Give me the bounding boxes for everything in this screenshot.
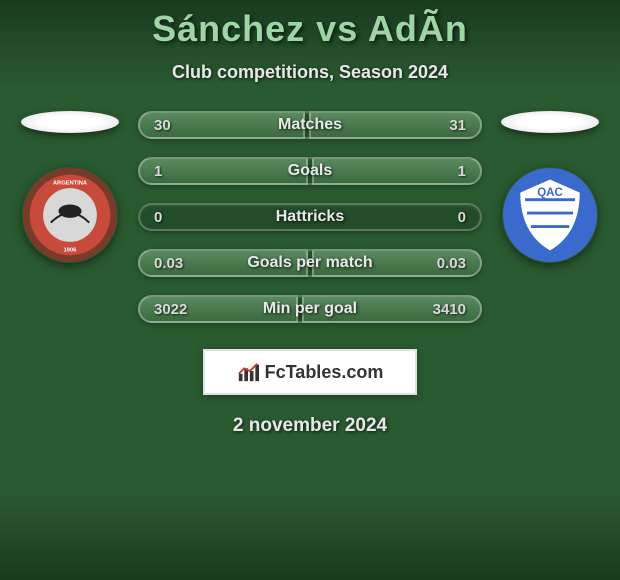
comparison-date: 2 november 2024 xyxy=(233,415,387,437)
stat-name: Goals xyxy=(140,162,480,180)
subtitle: Club competitions, Season 2024 xyxy=(172,62,448,83)
svg-text:ARGENTINA: ARGENTINA xyxy=(53,180,87,186)
comparison-card: Sánchez vs AdÃ­n Club competitions, Seas… xyxy=(0,0,620,445)
player-avatar-right xyxy=(501,111,599,133)
footer-attribution[interactable]: FcTables.com xyxy=(203,349,417,395)
bar-chart-icon xyxy=(237,361,259,383)
player-avatar-left xyxy=(21,111,119,133)
stat-name: Min per goal xyxy=(140,300,480,318)
stat-pill: 00Hattricks xyxy=(138,203,482,231)
svg-text:1906: 1906 xyxy=(64,247,77,253)
right-column: QAC xyxy=(490,111,610,263)
stat-name: Hattricks xyxy=(140,208,480,226)
left-column: ARGENTINA 1906 xyxy=(10,111,130,263)
page-title: Sánchez vs AdÃ­n xyxy=(152,8,468,50)
club-badge-right: QAC xyxy=(502,167,598,263)
stat-pill: 0.030.03Goals per match xyxy=(138,249,482,277)
main-area: ARGENTINA 1906 3031Matches 11Goals 00Hattr… xyxy=(10,111,610,323)
stat-pill: 11Goals xyxy=(138,157,482,185)
footer-brand-text: FcTables.com xyxy=(265,362,384,383)
stat-pill: 3031Matches xyxy=(138,111,482,139)
svg-text:QAC: QAC xyxy=(537,187,563,199)
stat-name: Goals per match xyxy=(140,254,480,272)
club-badge-left: ARGENTINA 1906 xyxy=(22,167,118,263)
stats-column: 3031Matches 11Goals 00Hattricks 0.030.03Goa… xyxy=(130,111,490,323)
stat-name: Matches xyxy=(140,116,480,134)
stat-pill: 30223410Min per goal xyxy=(138,295,482,323)
